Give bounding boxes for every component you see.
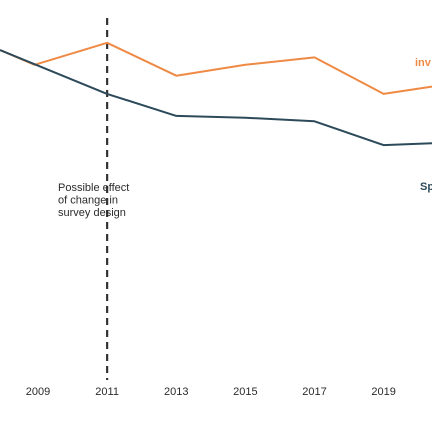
series-label-sp: Sp (420, 181, 432, 193)
x-tick-2011: 2011 (95, 386, 119, 398)
annotation-line-1: Possible effect (58, 182, 129, 194)
label-layer: inv Sp (415, 57, 432, 193)
x-axis-ticks: 2009 2011 2013 2015 2017 2019 (26, 386, 396, 398)
series-line-inv (0, 41, 432, 95)
x-tick-2009: 2009 (26, 386, 50, 398)
x-tick-2015: 2015 (233, 386, 257, 398)
x-tick-2013: 2013 (164, 386, 188, 398)
x-tick-2017: 2017 (302, 386, 326, 398)
annotation-line-3: survey design (58, 207, 126, 219)
series-label-inv: inv (415, 57, 432, 69)
series-line-sp (0, 49, 432, 147)
annotation-line-2: of change in (58, 195, 118, 207)
x-tick-2019: 2019 (371, 386, 395, 398)
series-layer (0, 41, 432, 147)
